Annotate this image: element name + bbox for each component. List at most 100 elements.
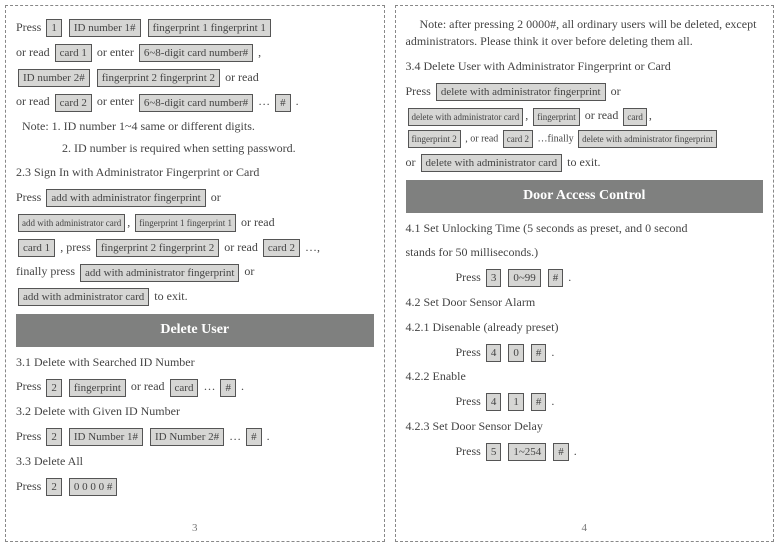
key-2: 2 [46,428,62,446]
fingerprint-2: fingerprint 2 fingerprint 2 [96,239,219,257]
text: or read [16,45,50,59]
fingerprint-1: fingerprint 1 fingerprint 1 [135,214,236,232]
id-number-2: ID Number 2# [150,428,224,446]
key-1: 1 [46,19,62,37]
section-4-1b: stands for 50 milliseconds.) [406,241,764,264]
line: Press add with administrator fingerprint… [16,186,374,209]
text: Press [456,444,481,458]
fingerprint-2: fingerprint 2 [408,130,461,148]
text: Press [456,270,481,284]
text: or read [131,379,165,393]
text: Press [16,379,41,393]
line: Press 4 1 # . [456,390,764,413]
line: finally press add with administrator fin… [16,260,374,283]
key-2: 2 [46,478,62,496]
section-3-1: 3.1 Delete with Searched ID Number [16,351,374,374]
del-admin-fp: delete with administrator fingerprint [436,83,606,101]
note-1: Note: 1. ID number 1~4 same or different… [22,117,374,135]
card-2: card 2 [55,94,92,112]
text: or read [16,94,50,108]
fingerprint: fingerprint [69,379,126,397]
header-door-access: Door Access Control [406,180,764,213]
page-4: Note: after pressing 2 0000#, all ordina… [395,5,775,542]
text: , [525,108,528,122]
line: add with administrator card, fingerprint… [16,211,374,234]
text: or read [585,108,619,122]
card: card [623,108,647,126]
section-4-2-3: 4.2.3 Set Door Sensor Delay [406,415,764,438]
hash-key: # [275,94,291,112]
key-5: 5 [486,443,502,461]
hash-key: # [548,269,564,287]
section-4-2: 4.2 Set Door Sensor Alarm [406,291,764,314]
id-number-1: ID number 1# [69,19,141,37]
text: or read [241,215,275,229]
text: . [296,94,299,108]
card-1: card 1 [55,44,92,62]
text: or [211,190,221,204]
section-3-2: 3.2 Delete with Given ID Number [16,400,374,423]
text: …finally [538,133,574,144]
key-4: 4 [486,344,502,362]
key-1: 1 [508,393,524,411]
id-number-2: ID number 2# [18,69,90,87]
line: or read card 1 or enter 6~8-digit card n… [16,41,374,64]
section-4-2-2: 4.2.2 Enable [406,365,764,388]
del-admin-card: delete with administrator card [408,108,524,126]
hash-key: # [246,428,262,446]
text: … [258,94,270,108]
line: Press 2 fingerprint or read card … # . [16,375,374,398]
line: Press 2 ID Number 1# ID Number 2# … # . [16,425,374,448]
section-3-3: 3.3 Delete All [16,450,374,473]
text: finally press [16,264,75,278]
card-number: 6~8-digit card number# [139,94,253,112]
text: to exit. [154,289,187,303]
text: , press [60,240,91,254]
line: Press 3 0~99 # . [456,266,764,289]
text: or enter [97,45,134,59]
id-number-1: ID Number 1# [69,428,143,446]
hash-key: # [553,443,569,461]
text: or read [225,70,259,84]
page-3: Press 1 ID number 1# fingerprint 1 finge… [5,5,385,542]
line: or delete with administrator card to exi… [406,151,764,174]
text: or read [224,240,258,254]
header-delete-user: Delete User [16,314,374,347]
line: ID number 2# fingerprint 2 fingerprint 2… [16,66,374,89]
text: . [574,444,577,458]
line: delete with administrator card, fingerpr… [406,104,764,127]
add-admin-card: add with administrator card [18,288,149,306]
text: , [127,215,130,229]
line: Press delete with administrator fingerpr… [406,80,764,103]
section-2-3: 2.3 Sign In with Administrator Fingerpri… [16,161,374,184]
text: . [551,345,554,359]
page-number: 3 [6,518,384,539]
add-admin-fp: add with administrator fingerprint [46,189,205,207]
section-4-1: 4.1 Set Unlocking Time (5 seconds as pre… [406,217,764,240]
line: add with administrator card to exit. [16,285,374,308]
hash-key: # [531,393,547,411]
text: or enter [97,94,134,108]
line: Press 2 0 0 0 0 # [16,475,374,498]
card-2: card 2 [503,130,533,148]
text: … [203,379,215,393]
line: or read card 2 or enter 6~8-digit card n… [16,90,374,113]
card: card [170,379,199,397]
text: or [611,84,621,98]
hash-key: # [531,344,547,362]
text: … [229,429,241,443]
add-admin-fp: add with administrator fingerprint [80,264,239,282]
text: Press [16,190,41,204]
text: Press [16,429,41,443]
range-1-254: 1~254 [508,443,546,461]
range-0-99: 0~99 [508,269,540,287]
note-2: 2. ID number is required when setting pa… [62,139,374,157]
card-number: 6~8-digit card number# [139,44,253,62]
hash-key: # [220,379,236,397]
text: or [244,264,254,278]
text: Press [406,84,431,98]
key-4: 4 [486,393,502,411]
note-top: Note: after pressing 2 0000#, all ordina… [406,16,764,51]
fingerprint-2: fingerprint 2 fingerprint 2 [97,69,220,87]
section-4-2-1: 4.2.1 Disenable (already preset) [406,316,764,339]
